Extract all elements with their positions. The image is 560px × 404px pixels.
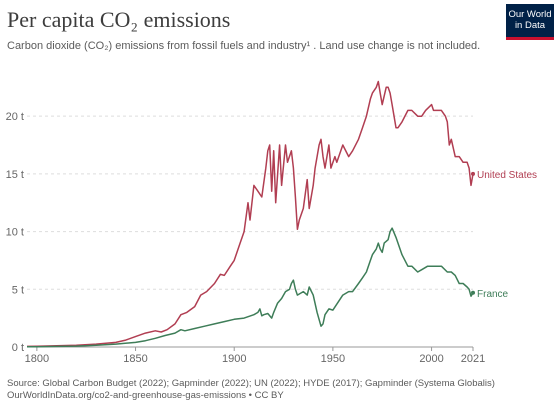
source-note: Source: Global Carbon Budget (2022); Gap…: [7, 378, 495, 389]
x-tick-label: 2021: [461, 353, 485, 365]
series-endpoint-france: [471, 290, 475, 295]
y-tick-label: 10 t: [6, 227, 24, 239]
footer: Source: Global Carbon Budget (2022); Gap…: [7, 378, 495, 402]
owid-logo[interactable]: Our World in Data: [506, 4, 554, 40]
x-tick-label: 1800: [25, 353, 49, 365]
axes: 0 t 5 t 10 t 15 t 20 t 1800 1850 1900 1950 2000 20…: [6, 111, 486, 365]
y-tick-label: 0 t: [12, 342, 24, 354]
series-line-france[interactable]: [26, 227, 474, 348]
chart-subtitle: Carbon dioxide (CO₂) emissions from foss…: [7, 40, 481, 52]
line-chart: 0 t 5 t 10 t 15 t 20 t 1800 1850 1900 1950 2000 20…: [6, 80, 537, 365]
series-label-united-states[interactable]: United States: [477, 170, 537, 181]
y-tick-label: 5 t: [12, 284, 24, 296]
series-lines[interactable]: [26, 80, 475, 348]
series-endpoint-united-states: [471, 171, 475, 176]
footer-link[interactable]: OurWorldInData.org/co2-and-greenhouse-ga…: [7, 390, 284, 401]
series-label-france[interactable]: France: [477, 289, 509, 300]
y-tick-label: 15 t: [6, 169, 24, 181]
x-tick-label: 1950: [321, 353, 345, 365]
x-tick-label: 1850: [123, 353, 147, 365]
logo-line-1: Our World: [508, 9, 552, 20]
series-line-united-states[interactable]: [26, 80, 474, 348]
y-tick-label: 20 t: [6, 111, 24, 123]
logo-line-2: in Data: [514, 20, 546, 31]
series-labels[interactable]: United States France: [477, 170, 537, 300]
x-tick-label: 2000: [419, 353, 443, 365]
chart-title: Per capita CO₂ emissions: [7, 7, 231, 32]
x-tick-label: 1900: [222, 353, 246, 365]
grid-lines: [27, 115, 473, 290]
